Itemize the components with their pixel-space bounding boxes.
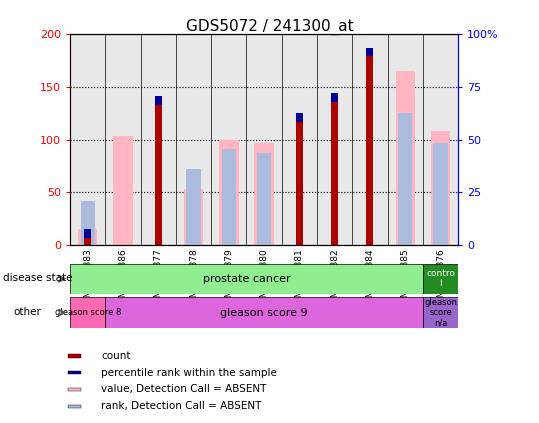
Bar bbox=[78, 229, 98, 245]
Text: count: count bbox=[101, 351, 131, 361]
Bar bbox=[423, 297, 458, 328]
Text: other: other bbox=[13, 307, 42, 317]
Bar bbox=[222, 149, 236, 245]
Text: gleason score 9: gleason score 9 bbox=[220, 308, 308, 318]
Text: percentile rank within the sample: percentile rank within the sample bbox=[101, 368, 277, 378]
Bar bbox=[81, 201, 95, 245]
Bar bbox=[331, 93, 338, 102]
Bar bbox=[367, 48, 374, 56]
Bar bbox=[105, 297, 423, 328]
Text: value, Detection Call = ABSENT: value, Detection Call = ABSENT bbox=[101, 385, 267, 395]
Text: contro
l: contro l bbox=[426, 269, 455, 288]
Bar bbox=[219, 140, 239, 245]
Bar bbox=[70, 297, 105, 328]
Bar bbox=[433, 143, 447, 245]
Text: gleason
score
n/a: gleason score n/a bbox=[424, 298, 457, 327]
Bar bbox=[423, 264, 458, 294]
Bar bbox=[396, 71, 415, 245]
Text: GDS5072 / 241300_at: GDS5072 / 241300_at bbox=[186, 19, 353, 35]
Bar bbox=[331, 93, 338, 245]
Bar bbox=[68, 404, 81, 408]
Bar bbox=[186, 169, 201, 245]
Bar bbox=[367, 48, 374, 245]
Bar bbox=[296, 113, 303, 122]
Text: gleason score 8: gleason score 8 bbox=[54, 308, 121, 317]
Bar bbox=[155, 96, 162, 105]
Text: prostate cancer: prostate cancer bbox=[203, 274, 291, 284]
Bar bbox=[431, 131, 450, 245]
Bar bbox=[155, 96, 162, 245]
Bar bbox=[68, 388, 81, 391]
Bar bbox=[84, 229, 91, 238]
Bar bbox=[68, 371, 81, 374]
Bar bbox=[184, 190, 203, 245]
Bar bbox=[113, 136, 133, 245]
Bar bbox=[257, 154, 271, 245]
Text: disease state: disease state bbox=[3, 273, 72, 283]
Text: rank, Detection Call = ABSENT: rank, Detection Call = ABSENT bbox=[101, 401, 262, 411]
Bar bbox=[296, 113, 303, 245]
Bar bbox=[398, 113, 412, 245]
Bar bbox=[254, 143, 274, 245]
Bar bbox=[68, 354, 81, 358]
Bar bbox=[84, 229, 91, 245]
